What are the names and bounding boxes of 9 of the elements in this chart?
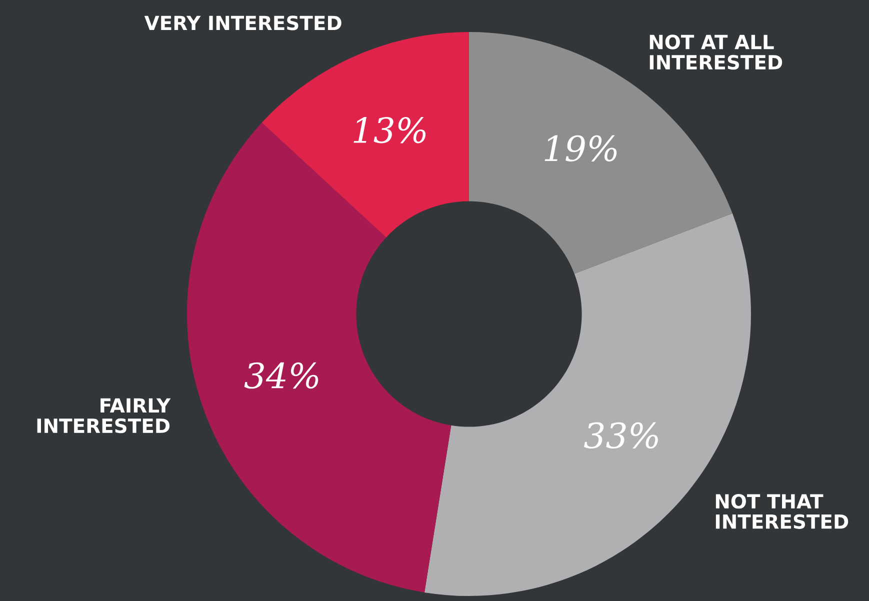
data-label: 19% — [544, 135, 617, 162]
data-label: 34% — [244, 362, 318, 389]
slice-label: NOT THAT INTERESTED — [716, 494, 848, 529]
donut-slice — [262, 32, 469, 238]
data-label: 13% — [354, 116, 426, 144]
data-label: 33% — [584, 422, 658, 449]
slice-label: FAIRLY INTERESTED — [37, 398, 171, 434]
slice-label: VERY INTERESTED — [144, 16, 342, 30]
slice-label: NOT AT ALL INTERESTED — [650, 34, 782, 70]
